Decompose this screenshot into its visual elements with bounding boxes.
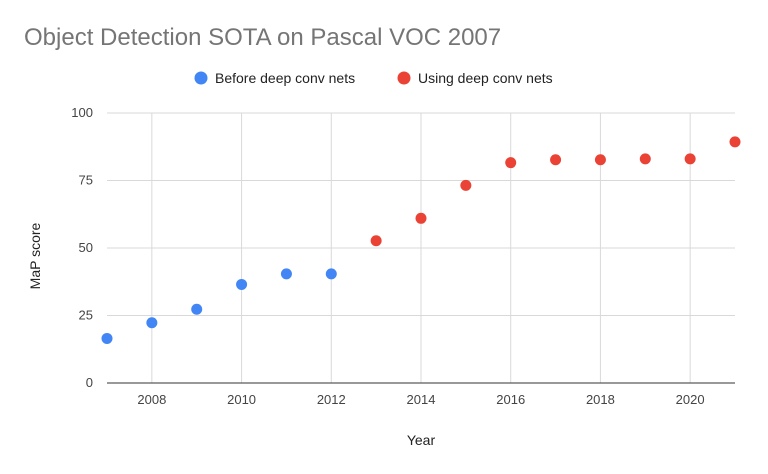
x-tick-label: 2018 <box>586 392 615 407</box>
point-series-2 <box>505 157 517 169</box>
point-series-2 <box>639 153 651 165</box>
tick-labels: 0 25 50 75 100 2008 2010 2012 2014 2016 2018 2020 <box>71 105 704 407</box>
y-tick-label: 50 <box>79 240 93 255</box>
x-tick-label: 2016 <box>496 392 525 407</box>
legend-marker-1 <box>194 71 208 85</box>
point-series-1 <box>280 268 292 280</box>
legend-label-1: Before deep conv nets <box>215 70 355 86</box>
x-tick-label: 2010 <box>227 392 256 407</box>
data-points <box>101 136 741 344</box>
x-tick-label: 2008 <box>137 392 166 407</box>
legend-marker-2 <box>397 71 411 85</box>
point-series-2 <box>594 154 606 166</box>
point-series-1 <box>325 268 337 280</box>
y-tick-label: 75 <box>79 173 93 188</box>
x-tick-label: 2020 <box>676 392 705 407</box>
y-tick-label: 0 <box>86 375 93 390</box>
chart-title: Object Detection SOTA on Pascal VOC 2007 <box>24 24 502 51</box>
point-series-2 <box>729 136 741 148</box>
x-tick-label: 2012 <box>317 392 346 407</box>
x-axis-label: Year <box>407 432 436 448</box>
y-tick-label: 100 <box>71 105 93 120</box>
point-series-2 <box>415 212 427 224</box>
y-tick-label: 25 <box>79 308 93 323</box>
point-series-1 <box>146 317 158 329</box>
point-series-1 <box>191 303 203 315</box>
point-series-2 <box>370 235 382 247</box>
point-series-1 <box>236 278 248 290</box>
y-axis-label: MaP score <box>27 222 43 289</box>
x-tick-label: 2014 <box>407 392 436 407</box>
point-series-1 <box>101 332 113 344</box>
point-series-2 <box>684 153 696 165</box>
point-series-2 <box>550 154 562 166</box>
legend-label-2: Using deep conv nets <box>418 70 553 86</box>
gridlines <box>107 112 735 383</box>
legend: Before deep conv nets Using deep conv net… <box>194 70 553 86</box>
point-series-2 <box>460 179 472 191</box>
